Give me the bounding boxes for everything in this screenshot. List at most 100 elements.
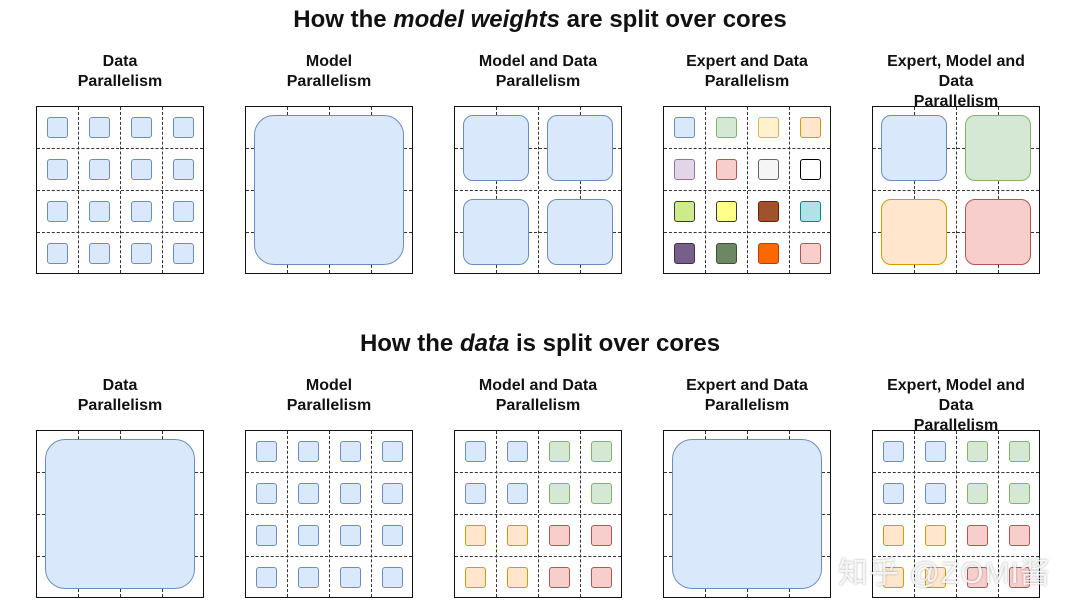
core-divider xyxy=(162,107,163,273)
weight-block-cell xyxy=(173,201,194,222)
weight-block-cell xyxy=(89,201,110,222)
weight-block-cell xyxy=(89,117,110,138)
panel-data-5: Expert, Model and Data Parallelism xyxy=(872,376,1042,598)
weight-block-cell xyxy=(674,243,695,264)
core-grid xyxy=(245,430,413,598)
core-grid xyxy=(36,106,204,274)
panel-label: Model and Data Parallelism xyxy=(478,377,598,414)
core-divider xyxy=(580,431,581,597)
core-grid xyxy=(245,106,413,274)
panel-label: Model Parallelism xyxy=(286,377,372,414)
weight-block-cell xyxy=(1009,525,1030,546)
core-divider xyxy=(455,514,621,515)
panel-data-1: Data Parallelism xyxy=(36,376,206,598)
panel-weights-4: Expert and Data Parallelism xyxy=(663,52,833,274)
weight-block-cell xyxy=(549,567,570,588)
weight-block-cell xyxy=(716,159,737,180)
core-divider xyxy=(455,556,621,557)
weight-block-cell xyxy=(47,117,68,138)
core-divider xyxy=(455,232,621,233)
weight-block-cell xyxy=(340,483,361,504)
weight-block-cell xyxy=(131,201,152,222)
weight-block-cell xyxy=(591,441,612,462)
panel-weights-1: Data Parallelism xyxy=(36,52,206,274)
weight-block-cell xyxy=(382,483,403,504)
core-divider xyxy=(664,190,830,191)
core-divider xyxy=(37,232,203,233)
weight-block-cell xyxy=(298,483,319,504)
weight-block-cell xyxy=(758,117,779,138)
weight-block-cell xyxy=(465,441,486,462)
panel-data-3: Model and Data Parallelism xyxy=(454,376,624,598)
weight-block-cell xyxy=(173,117,194,138)
model-weights-title: How the model weights are split over cor… xyxy=(293,6,787,33)
weight-block-cell xyxy=(549,441,570,462)
weight-block-cell xyxy=(507,567,528,588)
weight-block-cell xyxy=(298,567,319,588)
core-divider xyxy=(873,190,1039,191)
weight-block-cell xyxy=(591,525,612,546)
weight-block-cell xyxy=(716,201,737,222)
weight-block-full xyxy=(254,115,404,265)
weight-block-quad xyxy=(881,199,947,265)
core-grid xyxy=(36,430,204,598)
weight-block-cell xyxy=(47,159,68,180)
weight-block-cell xyxy=(591,483,612,504)
weight-block-cell xyxy=(967,525,988,546)
weight-block-cell xyxy=(131,117,152,138)
weight-block-cell xyxy=(549,525,570,546)
core-divider xyxy=(455,190,621,191)
weight-block-cell xyxy=(507,525,528,546)
weight-block-cell xyxy=(89,159,110,180)
weight-block-cell xyxy=(131,243,152,264)
weight-block-cell xyxy=(674,159,695,180)
core-grid xyxy=(663,106,831,274)
weight-block-cell xyxy=(382,525,403,546)
weight-block-cell xyxy=(340,525,361,546)
panel-weights-2: Model Parallelism xyxy=(245,52,415,274)
weight-block-full xyxy=(45,439,195,589)
panel-label: Model Parallelism xyxy=(286,53,372,90)
weight-block-cell xyxy=(758,159,779,180)
panel-label: Expert and Data Parallelism xyxy=(686,377,808,414)
weight-block-cell xyxy=(47,201,68,222)
panel-label: Data Parallelism xyxy=(77,377,163,414)
panel-weights-5: Expert, Model and Data Parallelism xyxy=(872,52,1042,274)
core-divider xyxy=(580,107,581,273)
weight-block-cell xyxy=(716,243,737,264)
weight-block-cell xyxy=(758,201,779,222)
weight-block-cell xyxy=(340,567,361,588)
weight-block-full xyxy=(672,439,822,589)
weight-block-cell xyxy=(925,525,946,546)
weight-block-cell xyxy=(883,441,904,462)
weight-block-cell xyxy=(465,525,486,546)
panel-label: Model and Data Parallelism xyxy=(478,53,598,90)
weight-block-cell xyxy=(883,525,904,546)
weight-block-cell xyxy=(298,441,319,462)
panel-data-4: Expert and Data Parallelism xyxy=(663,376,833,598)
panel-data-2: Model Parallelism xyxy=(245,376,415,598)
weight-block-cell xyxy=(883,567,904,588)
weight-block-cell xyxy=(256,483,277,504)
core-divider xyxy=(873,232,1039,233)
weight-block-cell xyxy=(800,159,821,180)
weight-block-cell xyxy=(883,483,904,504)
weight-block-cell xyxy=(256,441,277,462)
panel-label: Data Parallelism xyxy=(77,53,163,90)
panel-label: Expert, Model and Data Parallelism xyxy=(887,377,1025,434)
weight-block-cell xyxy=(507,441,528,462)
weight-block-quad xyxy=(547,115,613,181)
weight-block-cell xyxy=(382,441,403,462)
weight-block-quad xyxy=(965,115,1031,181)
weight-block-cell xyxy=(925,483,946,504)
data-split-title: How the data is split over cores xyxy=(359,330,721,357)
core-divider xyxy=(998,107,999,273)
core-grid xyxy=(872,430,1040,598)
core-grid xyxy=(454,106,622,274)
weight-block-cell xyxy=(925,567,946,588)
watermark: 知乎 @ZOMI酱 xyxy=(838,557,1051,590)
core-grid xyxy=(663,430,831,598)
weight-block-cell xyxy=(591,567,612,588)
weight-block-cell xyxy=(382,567,403,588)
weight-block-quad xyxy=(463,115,529,181)
